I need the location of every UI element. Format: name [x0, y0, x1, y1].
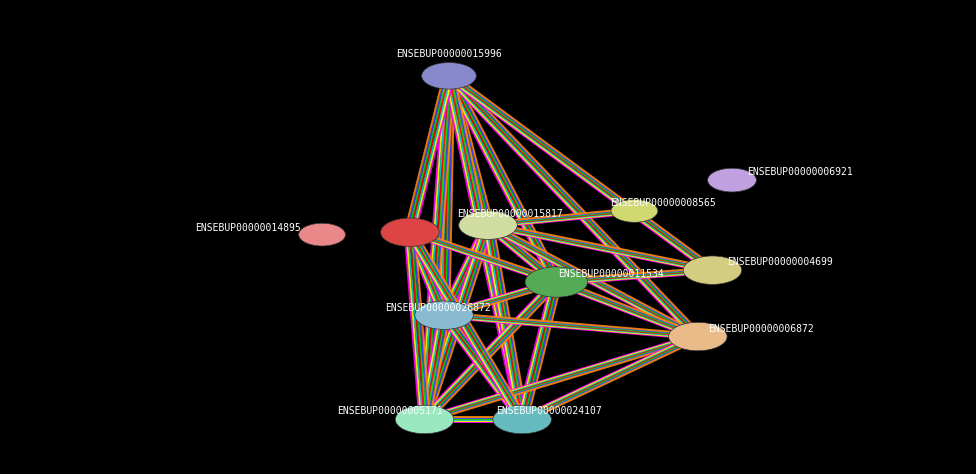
Circle shape [525, 267, 588, 297]
Circle shape [299, 223, 346, 246]
Circle shape [669, 322, 727, 351]
Text: ENSEBUP00000006872: ENSEBUP00000006872 [709, 324, 814, 334]
Circle shape [683, 256, 742, 284]
Circle shape [459, 211, 517, 239]
Text: ENSEBUP00000006921: ENSEBUP00000006921 [747, 166, 852, 177]
Circle shape [381, 218, 439, 246]
Text: ENSEBUP00000014895: ENSEBUP00000014895 [195, 222, 301, 233]
Circle shape [415, 301, 473, 329]
Text: ENSEBUP00000026872: ENSEBUP00000026872 [386, 303, 491, 313]
Circle shape [611, 200, 658, 222]
Circle shape [708, 168, 756, 192]
Text: ENSEBUP00000005171: ENSEBUP00000005171 [337, 406, 442, 417]
Circle shape [395, 405, 454, 434]
Text: ENSEBUP00000008565: ENSEBUP00000008565 [610, 198, 715, 208]
Circle shape [422, 63, 476, 89]
Text: ENSEBUP00000015817: ENSEBUP00000015817 [457, 209, 562, 219]
Text: ENSEBUP00000004699: ENSEBUP00000004699 [727, 256, 833, 267]
Text: ENSEBUP00000024107: ENSEBUP00000024107 [496, 406, 601, 417]
Text: ENSEBUP00000015996: ENSEBUP00000015996 [396, 49, 502, 59]
Text: ENSEBUP00000011534: ENSEBUP00000011534 [558, 269, 664, 279]
Circle shape [493, 405, 551, 434]
